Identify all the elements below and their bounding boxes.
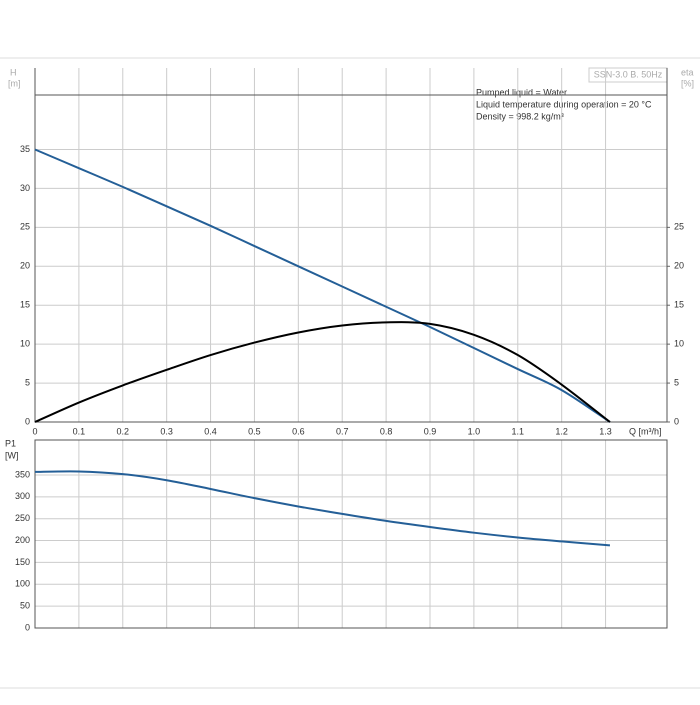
curve: [34, 148, 611, 423]
y-tick-label: 100: [15, 579, 30, 589]
y-label: H: [10, 67, 17, 77]
y2-tick-label: 20: [674, 261, 684, 271]
annotation: Density = 998.2 kg/m³: [476, 111, 564, 121]
plot-frame: [34, 439, 668, 629]
y-tick-label: 25: [20, 222, 30, 232]
plot-frame: [34, 94, 668, 423]
x-tick-label: 0.2: [117, 426, 130, 436]
y-tick-label: 0: [25, 416, 30, 426]
x-tick-label: 0.6: [292, 426, 305, 436]
y-tick-label: 20: [20, 261, 30, 271]
x-tick-label: 0.8: [380, 426, 393, 436]
y-tick-label: 30: [20, 183, 30, 193]
x-tick-label: 0.3: [160, 426, 173, 436]
curve: [34, 321, 611, 423]
x-tick-label: 0.7: [336, 426, 349, 436]
y2-tick-label: 0: [674, 416, 679, 426]
x-tick-label: 0.1: [73, 426, 86, 436]
y-tick-label: 350: [15, 469, 30, 479]
x-tick-label: 1.0: [468, 426, 481, 436]
x-tick-label: 0: [32, 426, 37, 436]
y2-tick-label: 25: [674, 222, 684, 232]
y-tick-label: 50: [20, 601, 30, 611]
y-tick-label: 35: [20, 144, 30, 154]
x-tick-label: 0.9: [424, 426, 437, 436]
y2-label: eta: [681, 67, 694, 77]
y2-tick-label: 10: [674, 339, 684, 349]
y-unit: [m]: [8, 78, 21, 88]
y-unit: [W]: [5, 450, 19, 460]
y2-unit: [%]: [681, 78, 694, 88]
x-tick-label: 0.5: [248, 426, 261, 436]
y-tick-label: 5: [25, 377, 30, 387]
annotation: Liquid temperature during operation = 20…: [476, 99, 652, 109]
annotation: Pumped liquid = Water: [476, 87, 567, 97]
y-tick-label: 0: [25, 622, 30, 632]
y-tick-label: 15: [20, 300, 30, 310]
x-tick-label: 1.3: [599, 426, 612, 436]
y2-tick-label: 5: [674, 377, 679, 387]
x-tick-label: 0.4: [204, 426, 217, 436]
curve: [34, 470, 611, 547]
y-tick-label: 200: [15, 535, 30, 545]
y-tick-label: 150: [15, 557, 30, 567]
y2-tick-label: 15: [674, 300, 684, 310]
y-tick-label: 10: [20, 339, 30, 349]
x-tick-label: 1.1: [512, 426, 525, 436]
y-tick-label: 300: [15, 491, 30, 501]
y-tick-label: 250: [15, 513, 30, 523]
model: SSN-3.0 B. 50Hz: [594, 69, 663, 79]
x-tick-label: 1.2: [555, 426, 568, 436]
x-label: Q [m³/h]: [629, 426, 662, 436]
y-label: P1: [5, 438, 16, 448]
